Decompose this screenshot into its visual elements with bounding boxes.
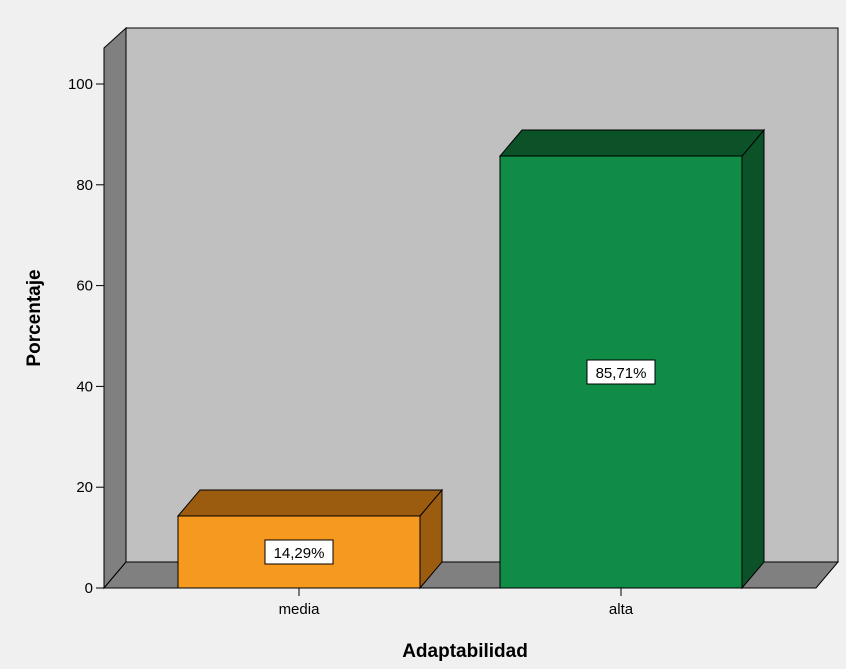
y-tick-label: 80	[76, 177, 93, 194]
y-ticks: 0 20 40 60 80 100	[68, 76, 104, 597]
data-label: 14,29%	[264, 539, 334, 565]
x-tick-label: media	[279, 601, 321, 618]
data-label-box	[264, 539, 334, 565]
bar-side	[741, 128, 765, 590]
x-tick-label: alta	[609, 601, 634, 618]
y-tick-label: 0	[85, 580, 93, 597]
y-axis-title: Porcentaje	[24, 269, 45, 366]
y-tick-label: 20	[76, 479, 93, 496]
y-tick-label: 100	[68, 76, 93, 93]
bar-top	[498, 129, 766, 157]
left-wall	[103, 26, 127, 590]
data-label-box	[586, 359, 656, 385]
data-label: 85,71%	[586, 359, 656, 385]
bar-alta: 85,71%	[498, 128, 766, 590]
bar-media: 14,29%	[176, 488, 444, 590]
x-axis-title: Adaptabilidad	[402, 641, 528, 662]
y-tick-label: 40	[76, 378, 93, 395]
data-label-text: 85,71%	[596, 365, 647, 382]
bar-top	[176, 489, 444, 517]
y-tick-label: 60	[76, 278, 93, 295]
bars: 14,29% 85,71%	[176, 128, 766, 590]
x-tick-labels: media alta	[279, 588, 634, 618]
data-label-text: 14,29%	[274, 545, 325, 562]
